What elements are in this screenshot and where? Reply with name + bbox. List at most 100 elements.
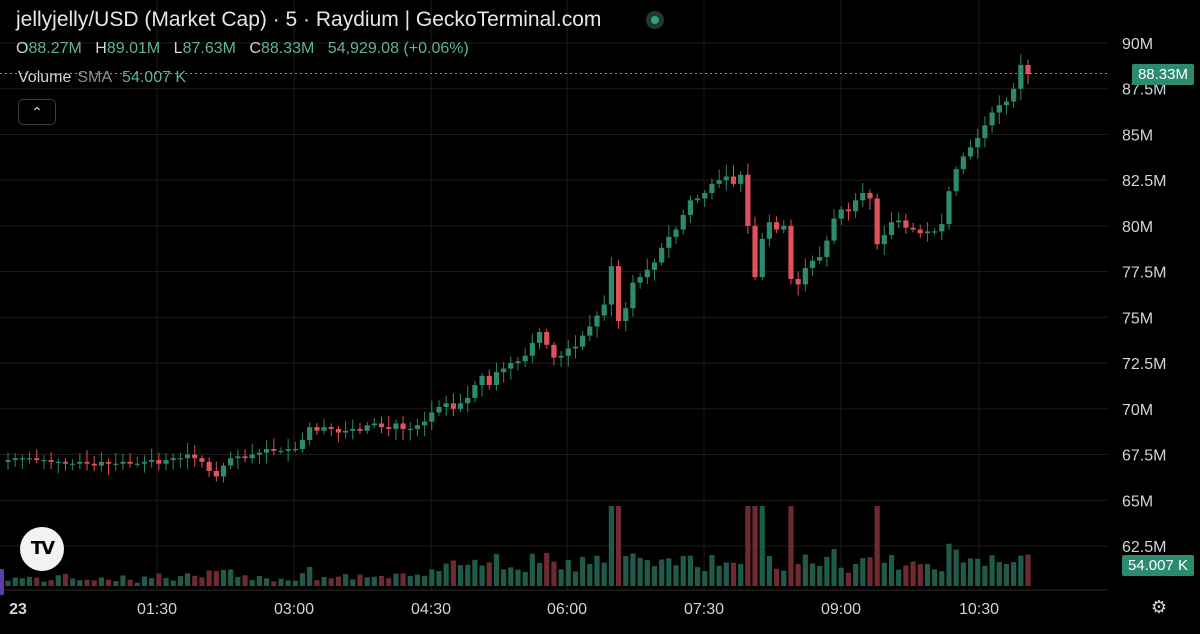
candle-body — [486, 375, 492, 386]
candle-body — [378, 423, 385, 428]
candle-body — [400, 423, 406, 429]
candle-body — [479, 375, 485, 386]
candle-body — [1025, 64, 1031, 75]
candle-body — [817, 257, 823, 261]
volume-bar — [84, 579, 90, 586]
volume-bar — [156, 573, 162, 586]
candle-body — [630, 282, 636, 309]
volume-bar — [544, 552, 550, 586]
volume-bar — [651, 566, 658, 586]
y-tick-label: 87.5M — [1122, 82, 1166, 99]
candle-body — [946, 191, 952, 225]
candle-body — [91, 463, 97, 466]
candle-body — [601, 304, 607, 316]
candle-body — [730, 176, 737, 184]
volume-bar — [694, 567, 701, 586]
candle-body — [1003, 101, 1010, 106]
tradingview-logo[interactable]: TV — [20, 527, 64, 571]
volume-bar — [62, 573, 69, 586]
candle-body — [141, 461, 148, 464]
candle-body — [795, 278, 801, 285]
candle-body — [752, 225, 758, 278]
candle-body — [924, 231, 931, 234]
volume-bar — [565, 559, 571, 586]
candle-body — [903, 220, 909, 228]
candle-body — [960, 156, 966, 170]
candle-body — [544, 331, 550, 345]
volume-bar — [249, 580, 255, 586]
volume-bar — [34, 577, 40, 586]
candle-body — [853, 200, 859, 212]
candle-body — [615, 266, 622, 322]
candle-body — [809, 260, 816, 268]
volume-bar — [242, 575, 248, 586]
volume-bar — [687, 555, 693, 586]
volume-bar — [91, 580, 97, 586]
volume-bar — [788, 506, 794, 586]
chart-grid — [0, 0, 1108, 591]
candle-body — [450, 403, 456, 409]
candle-body — [235, 456, 241, 459]
x-tick-label: 07:30 — [684, 601, 724, 618]
volume-bar — [436, 571, 442, 586]
settings-icon[interactable]: ⚙ — [1150, 597, 1168, 617]
candle-body — [867, 192, 873, 199]
candle-body — [824, 240, 830, 258]
ohlc-legend: O88.27M H89.01M L87.63M C88.33M 54,929.0… — [16, 40, 478, 58]
candle-body — [149, 460, 155, 462]
candle-body — [328, 427, 334, 429]
volume-bar — [457, 565, 464, 586]
candle-body — [1018, 64, 1024, 89]
volume-bar — [580, 556, 586, 586]
volume-bar — [888, 555, 895, 586]
candle-body — [939, 224, 945, 232]
volume-bar — [982, 565, 988, 586]
volume-bar — [723, 562, 729, 586]
volume-bar — [939, 571, 945, 586]
volume-bar — [558, 569, 564, 586]
candle-body — [41, 460, 47, 462]
x-tick-label: 04:30 — [411, 601, 451, 618]
volume-bar — [659, 559, 665, 586]
volume-bar — [881, 562, 887, 586]
candle-body — [565, 348, 571, 356]
candle-body — [48, 460, 54, 462]
candle-body — [637, 277, 643, 283]
candle-body — [213, 471, 219, 477]
volume-bar — [134, 582, 140, 586]
candle-body — [113, 463, 119, 465]
volume-bar — [738, 564, 744, 586]
volume-bar — [120, 575, 126, 586]
volume-bar — [795, 563, 801, 586]
candle-body — [170, 458, 176, 461]
candle-body — [457, 403, 464, 409]
volume-bar — [386, 578, 392, 586]
high-label: H — [95, 40, 107, 57]
collapse-legend-button[interactable]: ⌃ — [18, 99, 56, 125]
volume-bar — [601, 562, 607, 586]
candle-body — [278, 450, 284, 453]
candle-body — [242, 456, 248, 459]
volume-bar — [70, 578, 76, 586]
volume-bar — [450, 560, 456, 586]
volume-bar — [393, 573, 399, 586]
volume-badge: 54.007 K — [1121, 555, 1194, 576]
open-label: O — [16, 40, 29, 57]
y-tick-label: 85M — [1122, 127, 1153, 144]
volume-bar — [328, 578, 334, 586]
volume-bar — [759, 506, 765, 586]
candle-body — [12, 458, 18, 461]
candle-body — [781, 225, 787, 230]
y-tick-label: 77.5M — [1122, 265, 1166, 282]
volume-bar — [896, 569, 902, 586]
volume-bar — [996, 561, 1002, 586]
candle-body — [206, 461, 212, 472]
candle-body — [292, 449, 298, 451]
volume-bar — [615, 506, 622, 586]
volume-bars — [5, 506, 1031, 586]
left-edge-handle[interactable] — [0, 569, 4, 595]
candle-body — [644, 269, 650, 278]
volume-bar — [781, 570, 787, 586]
candle-body — [120, 461, 126, 464]
